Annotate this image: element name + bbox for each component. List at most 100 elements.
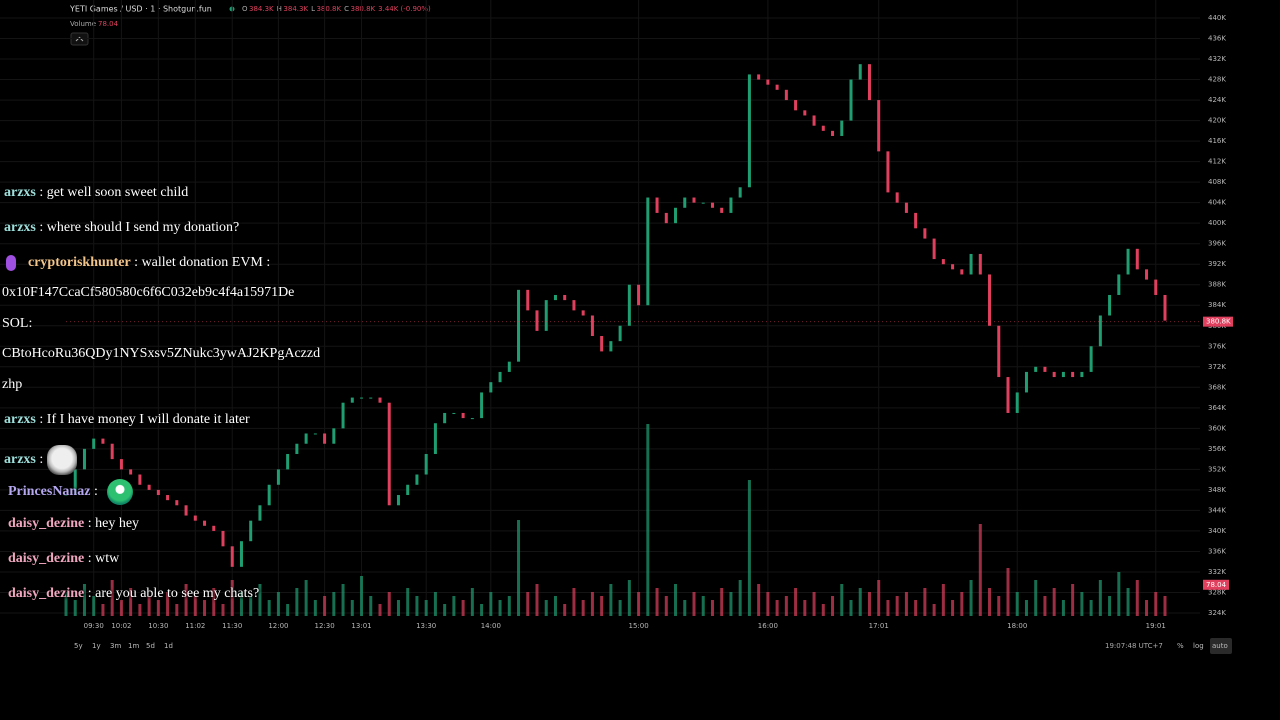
volume-bar bbox=[738, 580, 742, 616]
ohlc-key: C bbox=[344, 5, 349, 13]
candle bbox=[1061, 371, 1065, 378]
y-tick-label: 416K bbox=[1208, 137, 1226, 145]
range-button[interactable]: 5y bbox=[74, 642, 83, 650]
volume-bar bbox=[1154, 592, 1158, 616]
volume-bar bbox=[618, 600, 622, 616]
y-tick-label: 424K bbox=[1208, 96, 1226, 104]
ohlc-key: L bbox=[311, 5, 315, 13]
candle bbox=[1154, 279, 1158, 295]
candle bbox=[406, 484, 410, 496]
chat-user: cryptoriskhunter bbox=[28, 255, 131, 270]
chat-text: 0x10F147CcaCf580580c6f6C032eb9c4f4a15971… bbox=[2, 285, 295, 300]
auto-bg bbox=[1210, 638, 1232, 654]
chat-message: daisy_dezine : are you able to see my ch… bbox=[8, 584, 259, 604]
volume-bar bbox=[239, 592, 243, 616]
candle bbox=[794, 100, 798, 111]
ohlc-value: 380.8K bbox=[316, 5, 341, 13]
chat-text: are you able to see my chats? bbox=[95, 586, 260, 601]
candle bbox=[230, 546, 234, 567]
candle bbox=[313, 433, 317, 435]
x-tick-label: 11:02 bbox=[185, 622, 205, 630]
range-button[interactable]: 1y bbox=[92, 642, 101, 650]
chat-text: CBtoHcoRu36QDy1NYSxsv5ZNukc3ywAJ2KPgAczz… bbox=[2, 346, 321, 361]
chat-message: arzxs : bbox=[4, 445, 77, 475]
volume-bar bbox=[941, 584, 945, 616]
range-button[interactable]: 3m bbox=[110, 642, 121, 650]
header-title: YETI Games / USD · 1 · Shotgun.fun bbox=[69, 5, 212, 14]
candle bbox=[1098, 315, 1102, 347]
volume-bar bbox=[433, 592, 437, 616]
ohlc: O 384.3K H 384.3K L 380.8K C 380.8K 3.44K (-0.90… bbox=[242, 5, 431, 13]
chat-separator: : bbox=[134, 255, 139, 270]
candle bbox=[526, 289, 530, 311]
volume-bar bbox=[886, 600, 890, 616]
candle bbox=[1163, 294, 1167, 321]
volume-value: 78.04 bbox=[98, 20, 119, 28]
chat-user: PrincesNanaz bbox=[8, 484, 91, 500]
candle bbox=[618, 325, 622, 342]
candle bbox=[609, 341, 613, 352]
candle bbox=[1108, 294, 1112, 316]
scale-option[interactable]: % bbox=[1177, 642, 1184, 650]
volume-bar bbox=[1163, 596, 1167, 616]
x-tick-label: 14:00 bbox=[481, 622, 501, 630]
candle bbox=[1043, 366, 1047, 372]
volume-bar bbox=[221, 604, 225, 616]
volume-bar bbox=[424, 600, 428, 616]
scale-option[interactable]: log bbox=[1193, 642, 1204, 650]
volume-bar bbox=[1015, 592, 1019, 616]
volume-bar bbox=[923, 588, 927, 616]
candle bbox=[978, 253, 982, 275]
chat-user: arzxs bbox=[4, 452, 36, 468]
candle bbox=[867, 64, 871, 101]
candle bbox=[267, 484, 271, 506]
x-tick-label: 13:30 bbox=[416, 622, 436, 630]
candle bbox=[507, 361, 511, 372]
candle bbox=[1015, 392, 1019, 413]
volume-bar bbox=[637, 592, 641, 616]
candle bbox=[92, 438, 96, 449]
candle bbox=[332, 428, 336, 444]
volume-bar bbox=[803, 600, 807, 616]
range-button[interactable]: 1m bbox=[128, 642, 139, 650]
volume-bar bbox=[415, 596, 419, 616]
candle bbox=[295, 443, 299, 454]
candle bbox=[203, 520, 207, 526]
candle bbox=[840, 120, 844, 136]
volume-bar bbox=[489, 592, 493, 616]
volume-bar bbox=[1043, 596, 1047, 616]
chat-message: daisy_dezine : wtw bbox=[8, 549, 119, 569]
volume-bar bbox=[313, 600, 317, 616]
volume-bar bbox=[895, 596, 899, 616]
volume-bar bbox=[729, 592, 733, 616]
volume-bar bbox=[960, 592, 964, 616]
volume-bar bbox=[692, 592, 696, 616]
volume-bar bbox=[535, 584, 539, 616]
range-button[interactable]: 5d bbox=[146, 642, 155, 650]
volume-bar bbox=[664, 596, 668, 616]
candle bbox=[82, 448, 86, 470]
candle bbox=[729, 197, 733, 213]
volume-bar bbox=[526, 592, 530, 616]
candles bbox=[64, 64, 1167, 567]
volume-bar bbox=[600, 596, 604, 616]
range-button[interactable]: 1d bbox=[164, 642, 173, 650]
volume-bar bbox=[1145, 600, 1149, 616]
candle bbox=[941, 259, 945, 265]
ohlc-key: O bbox=[242, 5, 248, 13]
candle bbox=[600, 336, 604, 352]
volume-bar bbox=[360, 576, 364, 616]
volume-bar bbox=[849, 600, 853, 616]
x-tick-label: 10:02 bbox=[111, 622, 131, 630]
candle bbox=[590, 315, 594, 337]
volume-bar bbox=[517, 520, 521, 616]
candle bbox=[73, 469, 77, 496]
chat-user: arzxs bbox=[4, 220, 36, 235]
candle bbox=[655, 197, 659, 213]
volume-bar bbox=[193, 596, 197, 616]
volume-bar bbox=[175, 604, 179, 616]
volume-bar bbox=[609, 584, 613, 616]
y-tick-label: 328K bbox=[1208, 588, 1226, 596]
scale-option[interactable]: auto bbox=[1212, 642, 1228, 650]
y-tick-label: 376K bbox=[1208, 342, 1226, 350]
